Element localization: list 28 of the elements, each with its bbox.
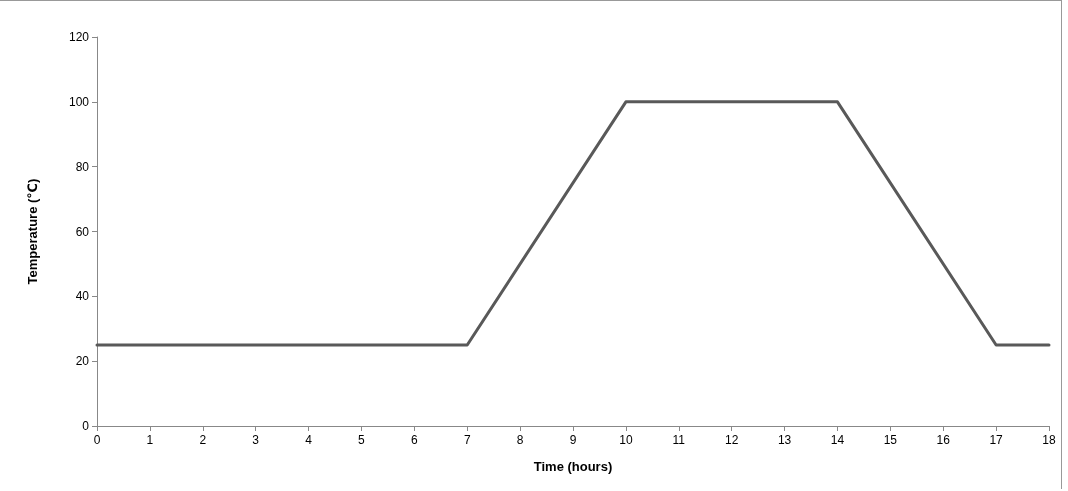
x-tick-label: 5 (358, 433, 366, 447)
x-tick-label: 16 (936, 433, 951, 447)
y-tick-label: 80 (75, 159, 90, 174)
x-tick-label: 2 (199, 433, 207, 447)
x-tick-label: 1 (146, 433, 154, 447)
x-tick-label: 13 (777, 433, 792, 447)
x-tick-label: 14 (830, 433, 845, 447)
x-axis-title: Time (hours) (533, 459, 613, 474)
x-tick-label: 15 (883, 433, 898, 447)
y-tick-label: 0 (82, 419, 90, 433)
y-tick-label: 60 (75, 224, 90, 239)
y-axis-title: Temperature (℃) (25, 178, 40, 285)
y-tick-label: 40 (75, 289, 90, 304)
y-tick-label: 100 (68, 94, 90, 109)
x-tick-label: 17 (989, 433, 1004, 447)
y-tick-label: 120 (68, 30, 90, 44)
x-tick-label: 8 (516, 433, 524, 447)
x-tick-label: 3 (252, 433, 260, 447)
x-tick-label: 18 (1042, 433, 1056, 447)
x-tick-label: 12 (724, 433, 739, 447)
x-tick-label: 9 (569, 433, 577, 447)
x-tick-label: 11 (672, 433, 686, 447)
x-tick-label: 6 (410, 433, 418, 447)
y-tick-label: 20 (75, 354, 90, 369)
x-tick-label: 0 (93, 433, 101, 447)
x-tick-label: 4 (305, 433, 313, 447)
x-tick-label: 7 (463, 433, 471, 447)
x-tick-label: 10 (619, 433, 633, 447)
